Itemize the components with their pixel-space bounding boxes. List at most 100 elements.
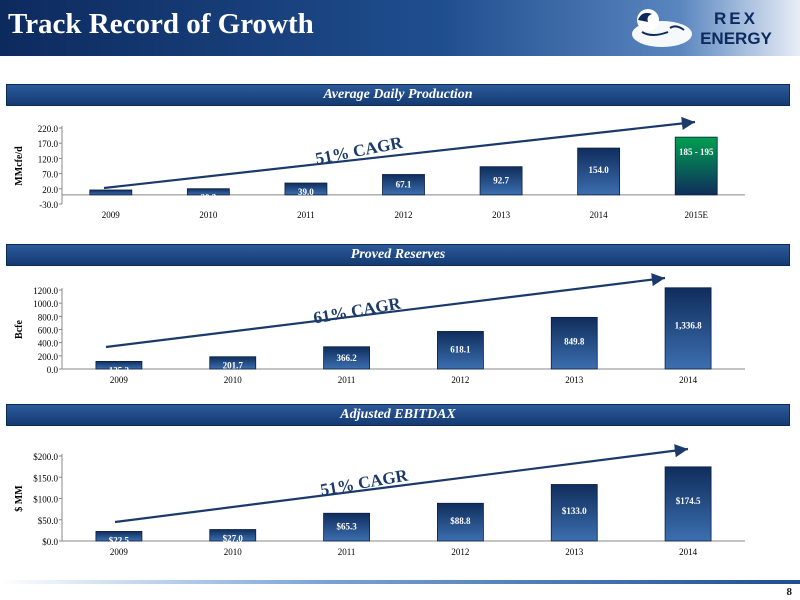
data-label: $174.5 [676,496,701,506]
ebitdax-chart: $0.0 $50.0 $100.0 $150.0 $200.0 $ MM $22.5 2009… [14,444,745,557]
bar [284,182,328,196]
data-label: 849.8 [564,337,585,347]
data-label: 366.2 [336,353,357,363]
section-label-ebitdax: Adjusted EBITDAX [340,407,456,422]
y-tick-label: 20.0 [42,185,58,195]
bar [437,331,484,370]
x-tick-label: 2015E [684,210,708,220]
reserves-chart: 0.0 200.0 400.0 600.0 800.0 1000.0 1200.0 Bcfe 1… [14,273,745,385]
bar [89,189,133,196]
y-tick-label: 1000.0 [33,299,58,309]
slide-header: Track Record of Growth REX ENERGY [0,0,800,56]
bar [382,174,425,196]
section-label-reserves: Proved Reserves [350,247,446,262]
x-tick-label: 2013 [565,547,584,557]
data-label: 39.0 [298,187,314,197]
y-tick-label: $50.0 [38,516,59,526]
y-tick-label: 1200.0 [33,286,58,296]
x-tick-label: 2010 [199,210,218,220]
bar [323,346,370,370]
section-bar-production: Average Daily Production [6,84,790,106]
y-tick-label: -30.0 [39,200,58,210]
rex-energy-logo: REX ENERGY [632,9,773,48]
data-label: 16.1 [103,194,119,204]
y-tick-label: $200.0 [33,452,58,462]
bar [186,188,230,196]
x-tick-label: 2013 [565,375,584,385]
y-tick-label: 0.0 [47,365,59,375]
bar [323,512,370,542]
x-tick-label: 2014 [679,547,698,557]
y-axis-label: MMcfe/d [14,146,25,186]
data-label: $22.5 [109,535,130,545]
x-tick-label: 2010 [224,547,243,557]
data-label: 618.1 [450,344,471,354]
y-tick-label: 120.0 [38,154,59,164]
bar [209,356,257,370]
data-label: 1,336.8 [675,320,703,330]
y-tick-label: 200.0 [38,352,59,362]
page-number: 8 [786,586,793,598]
y-axis-label: $ MM [14,485,25,512]
data-label: $133.0 [562,506,587,516]
footer-line [0,580,800,584]
bar [479,166,523,196]
bar [95,531,143,542]
y-tick-label: $100.0 [33,495,58,505]
section-bar-reserves: Proved Reserves [6,244,790,266]
x-tick-label: 2009 [102,210,121,220]
y-tick-label: 170.0 [38,139,59,149]
logo-text-energy: ENERGY [700,29,772,48]
bar [664,287,712,370]
bar [550,484,598,542]
data-label: 154.0 [589,165,610,175]
x-tick-label: 2011 [297,210,315,220]
lion-emblem-icon [632,9,692,47]
cagr-label: 51% CAGR [319,465,410,499]
data-label: 67.1 [396,180,412,190]
bar [437,502,484,542]
y-tick-label: 220.0 [38,124,59,134]
data-label: $27.0 [223,534,244,544]
bar [209,529,257,542]
x-tick-label: 2010 [224,375,243,385]
x-tick-label: 2012 [451,375,469,385]
slide-title: Track Record of Growth [8,8,314,40]
x-tick-label: 2009 [110,547,129,557]
y-tick-label: 400.0 [38,339,59,349]
x-tick-label: 2009 [110,375,129,385]
cagr-label: 51% CAGR [314,133,405,169]
y-axis-label: Bcfe [14,320,25,339]
x-tick-label: 2012 [395,210,413,220]
data-label: 201.7 [223,361,244,371]
x-tick-label: 2011 [338,547,356,557]
trend-arrow [114,444,689,524]
trend-arrow [105,273,666,349]
y-tick-label: 600.0 [38,326,59,336]
data-label: 185 - 195 [679,147,714,157]
bar [674,136,718,196]
trend-arrow [103,116,696,190]
x-tick-label: 2014 [679,375,698,385]
section-bar-ebitdax: Adjusted EBITDAX [6,404,790,426]
x-tick-label: 2013 [492,210,511,220]
bar [550,316,598,370]
y-tick-label: $0.0 [42,537,58,547]
data-label: 125.2 [109,365,130,375]
bar [95,360,143,370]
y-tick-label: 800.0 [38,312,59,322]
data-label: $65.3 [336,522,357,532]
x-tick-label: 2012 [451,547,469,557]
y-tick-label: $150.0 [33,473,58,483]
x-tick-label: 2014 [590,210,609,220]
production-chart: -30.0 20.0 70.0 120.0 170.0 220.0 MMcfe/d 16.1 2… [14,116,745,220]
data-label: $88.8 [450,516,471,526]
x-tick-label: 2011 [338,375,356,385]
data-label: 92.7 [493,175,509,185]
logo-text-rex: REX [714,9,758,28]
data-label: 20.3 [200,193,216,203]
cagr-label: 61% CAGR [312,293,403,327]
y-tick-label: 70.0 [42,170,58,180]
bar [577,147,621,196]
bar [664,466,712,542]
